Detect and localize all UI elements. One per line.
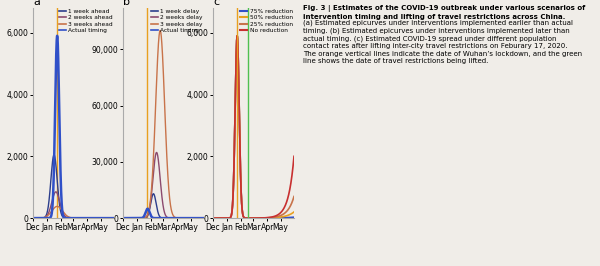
Text: b: b [123,0,130,7]
Text: c: c [213,0,219,7]
Legend: 1 week delay, 2 weeks delay, 3 weeks delay, Actual timing: 1 week delay, 2 weeks delay, 3 weeks del… [151,9,203,33]
Text: a: a [33,0,40,7]
Text: (a) Estimated epicurves under interventions implemented earlier than actual
timi: (a) Estimated epicurves under interventi… [303,19,582,64]
Text: Fig. 3 | Estimates of the COVID-19 outbreak under various scenarios of
intervent: Fig. 3 | Estimates of the COVID-19 outbr… [303,5,585,20]
Legend: 1 week ahead, 2 weeks ahead, 3 weeks ahead, Actual timing: 1 week ahead, 2 weeks ahead, 3 weeks ahe… [59,9,113,33]
Y-axis label: Number of cases: Number of cases [0,81,4,145]
Legend: 75% reduction, 50% reduction, 25% reduction, No reduction: 75% reduction, 50% reduction, 25% reduct… [241,9,293,33]
